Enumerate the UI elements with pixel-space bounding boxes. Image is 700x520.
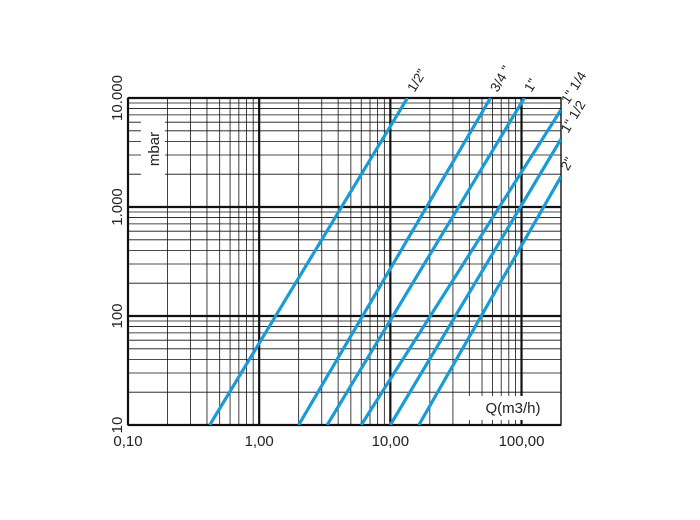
y-tick-label: 10 <box>109 417 126 434</box>
y-tick-label: 1.000 <box>109 188 126 226</box>
x-tick-label: 0,10 <box>113 433 142 450</box>
series-line-3 <box>325 98 526 425</box>
chart-axis-labels: 10 100 1.000 10.000 0,10 1,00 10,00 100,00 mbar Q… <box>109 75 560 450</box>
chart-series <box>208 98 561 425</box>
x-tick-label: 1,00 <box>245 433 274 450</box>
x-tick-label: 10,00 <box>372 433 410 450</box>
xlabel-box <box>466 396 560 420</box>
series-line-5 <box>388 138 561 425</box>
y-tick-label: 10.000 <box>109 75 126 121</box>
series-label-1: 1/2" <box>404 66 429 94</box>
x-axis-label: Q(m3/h) <box>485 400 540 417</box>
series-line-2 <box>297 98 492 425</box>
chart-frame <box>127 97 562 426</box>
y-tick-label: 100 <box>109 303 126 328</box>
series-line-1 <box>208 98 409 425</box>
series-label-3: 1" <box>521 76 540 94</box>
series-label-2: 3/4 " <box>487 63 514 94</box>
x-tick-label: 100,00 <box>499 433 545 450</box>
plot-border <box>127 97 562 426</box>
series-line-4 <box>359 108 561 425</box>
series-line-6 <box>417 175 561 425</box>
series-label-5: 1" 1/2 <box>558 98 589 136</box>
ylabel-box <box>141 121 165 177</box>
y-axis-label: mbar <box>146 132 163 166</box>
